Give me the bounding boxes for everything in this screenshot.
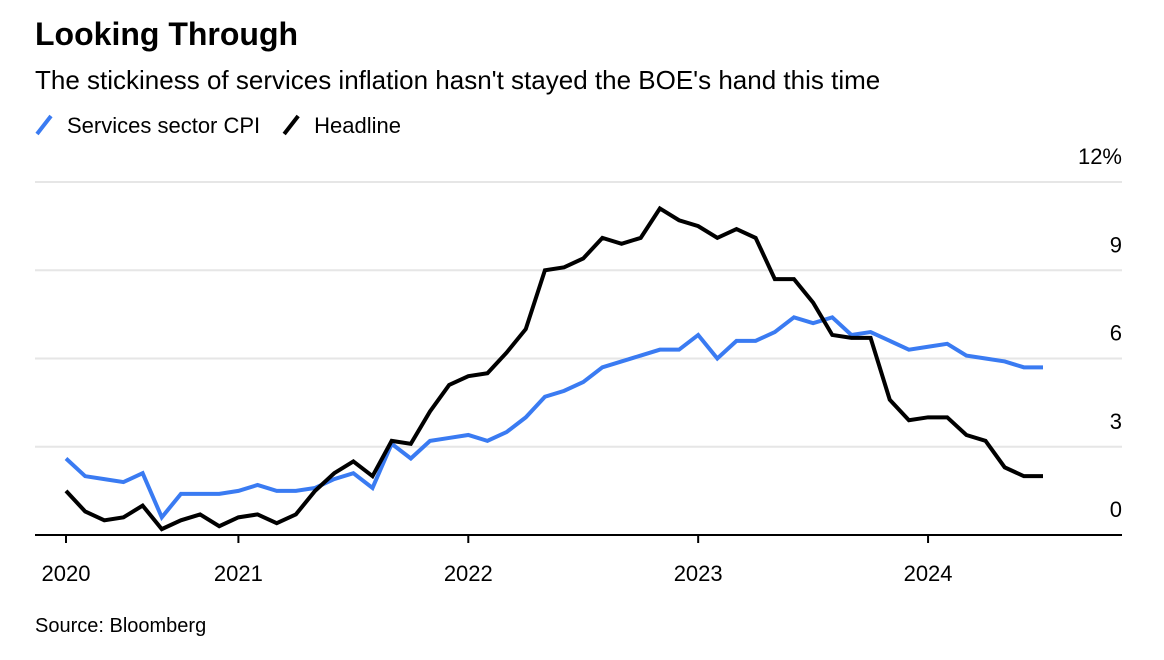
legend-swatch — [35, 114, 53, 136]
legend-label: Headline — [314, 113, 401, 138]
series-line — [64, 205, 1043, 532]
x-tick-label: 2023 — [674, 561, 723, 586]
chart-subtitle: The stickiness of services inflation has… — [35, 65, 880, 95]
legend-swatch — [282, 114, 300, 136]
y-tick-label: 9 — [1110, 232, 1122, 257]
source: Source: Bloomberg — [35, 615, 206, 637]
y-tick-label: 0 — [1110, 497, 1122, 522]
series-line — [64, 315, 1043, 522]
x-tick-label: 2020 — [42, 561, 91, 586]
x-tick-label: 2022 — [444, 561, 493, 586]
y-tick-label: 3 — [1110, 409, 1122, 434]
x-tick-label: 2024 — [904, 561, 953, 586]
y-tick-label: 12% — [1078, 144, 1122, 169]
chart-title: Looking Through — [35, 16, 298, 52]
y-tick-label: 6 — [1110, 321, 1122, 346]
legend-label: Services sector CPI — [67, 113, 260, 138]
x-tick-label: 2021 — [214, 561, 263, 586]
